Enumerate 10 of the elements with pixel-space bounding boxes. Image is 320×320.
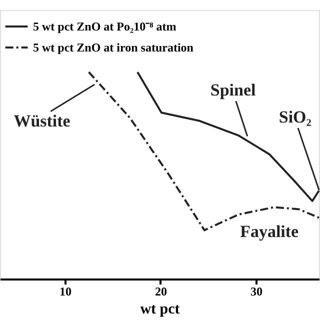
annotation: Fayalite [240, 222, 300, 242]
annotation: Wüstite [14, 112, 71, 131]
annotation: Spinel [210, 80, 256, 100]
legend-label: 5 wt pct ZnO at Po₂10⁻⁸ atm [33, 20, 176, 34]
x-axis-title: wt pct [140, 302, 180, 318]
x-tick-label: 10 [59, 284, 72, 298]
x-tick-label: 20 [154, 284, 167, 298]
annotation: SiO₂ [278, 108, 312, 127]
x-tick-label: 30 [250, 284, 262, 298]
legend-label: 5 wt pct ZnO at iron saturation [33, 40, 194, 54]
